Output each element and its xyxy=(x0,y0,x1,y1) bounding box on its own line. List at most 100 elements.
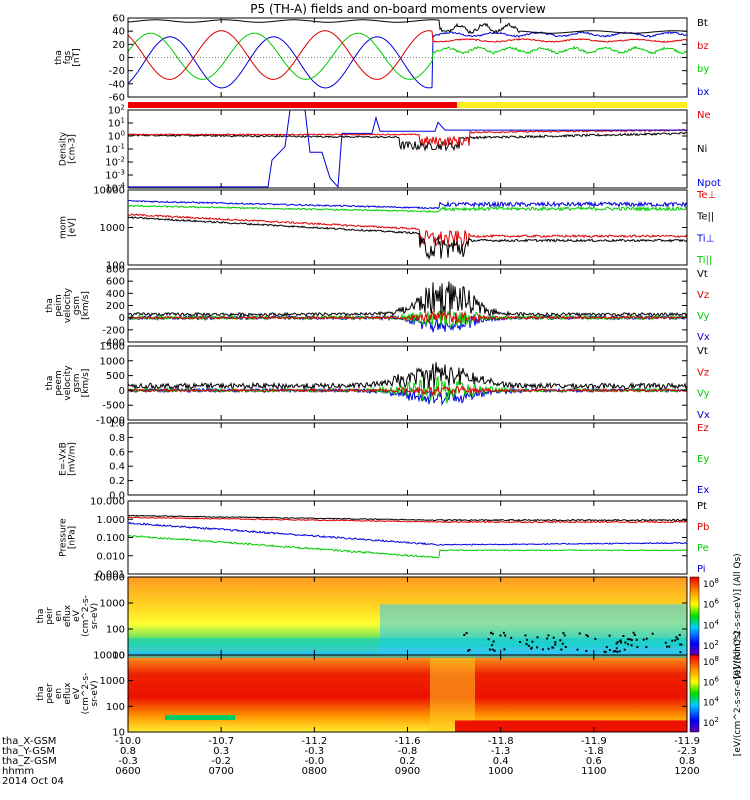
y-tick-exponent: -4 xyxy=(118,182,126,190)
legend-entry: by xyxy=(697,64,709,75)
position-row-value: -0.0 xyxy=(305,756,325,767)
legend-entry: Ne xyxy=(697,110,711,121)
spectrogram-speckle xyxy=(554,643,557,646)
spectrogram-speckle xyxy=(615,642,618,645)
y-tick-exponent: -1 xyxy=(118,143,125,151)
colorbar-tick-label: 108 xyxy=(703,655,719,668)
position-row-value: 0.6 xyxy=(586,756,602,767)
panel-temp: 10000 1000 100 mom [eV] Te⊥ Te|| Ti⊥ Ti|| xyxy=(59,186,717,272)
position-row-value: 0800 xyxy=(302,766,327,777)
position-row-value: 0.8 xyxy=(679,756,695,767)
spectrogram-speckle xyxy=(630,639,633,642)
y-axis-label: Density xyxy=(59,131,69,166)
legend-entry: Ti⊥ xyxy=(696,233,714,244)
spectrogram-speckle xyxy=(623,648,626,651)
colorbar-tick-label: 104 xyxy=(703,696,719,709)
y-axis-label: mom xyxy=(59,216,69,239)
y-tick-label: 100 xyxy=(108,130,125,143)
trace-vt xyxy=(128,362,687,391)
spectrogram-electron-gap xyxy=(430,655,475,732)
spectrogram-speckle xyxy=(642,638,645,641)
y-tick-label: 0.0 xyxy=(109,491,125,502)
position-row-value: -2.3 xyxy=(677,746,697,757)
position-row-value: 0900 xyxy=(395,766,420,777)
y-axis-label: peir xyxy=(45,607,55,625)
spectrogram-speckle xyxy=(546,637,549,640)
spectrogram-speckle xyxy=(527,644,530,647)
legend-entry: Vz xyxy=(697,290,709,301)
y-axis-label: Pressure xyxy=(59,518,69,557)
spectrogram-speckle xyxy=(645,637,648,640)
y-axis-label: fgs xyxy=(63,50,73,64)
y-axis-label: tha xyxy=(36,609,46,624)
spectrogram-speckle xyxy=(530,646,533,649)
spectrogram-speckle xyxy=(465,632,468,635)
y-axis-label: (cm^2-s- xyxy=(81,673,91,715)
spectrogram-speckle xyxy=(547,634,550,637)
legend-entry: Te⊥ xyxy=(696,190,716,201)
position-row-value: 1200 xyxy=(674,766,699,777)
y-axis-label: [km/s] xyxy=(81,369,91,398)
colorbar xyxy=(689,654,700,733)
trace-ti-par xyxy=(128,204,687,213)
spectrogram-speckle xyxy=(564,646,567,648)
spectrogram-speckle xyxy=(491,644,493,647)
spectrogram-speckle xyxy=(603,650,606,653)
y-tick-label: 100 xyxy=(106,261,125,272)
spectrogram-speckle xyxy=(632,631,635,634)
y-tick-label: -500 xyxy=(102,401,125,412)
y-tick-exponent: 0 xyxy=(121,130,125,138)
y-tick-label: 0.001 xyxy=(96,570,125,581)
position-row-value: 0700 xyxy=(208,766,233,777)
spectrogram-speckle xyxy=(620,641,622,644)
y-tick-label: 1000 xyxy=(100,223,125,234)
colorbar-tick-exponent: 4 xyxy=(714,696,719,704)
position-row-value: -11.9 xyxy=(581,736,607,747)
spectrogram-speckle xyxy=(624,641,627,644)
spectrogram-speckle xyxy=(627,643,630,646)
spectrogram-speckle xyxy=(467,649,470,652)
y-axis-label: peer xyxy=(45,683,55,704)
spectrogram-speckle xyxy=(519,641,522,643)
position-row-value: -10.7 xyxy=(208,736,234,747)
colorbar-tick-exponent: 6 xyxy=(714,675,719,683)
spectrogram-speckle xyxy=(668,645,671,648)
y-tick-label: 1000 xyxy=(100,356,125,367)
spectrogram-speckle xyxy=(616,650,619,653)
y-tick-label: 0.010 xyxy=(96,551,125,562)
y-axis-label: sr-eV) xyxy=(90,680,100,706)
y-tick-label: 60 xyxy=(112,14,125,25)
trace-te-par xyxy=(128,216,687,261)
chart-title: P5 (TH-A) fields and on-board moments ov… xyxy=(250,2,546,16)
spectrogram-speckle xyxy=(524,634,527,637)
y-tick-label: 20 xyxy=(112,40,125,51)
legend-entry: Pe xyxy=(697,543,709,554)
spectrogram-speckle xyxy=(490,631,492,634)
y-axis-label: eflux xyxy=(63,604,73,627)
trace-pi xyxy=(128,521,687,546)
position-row-value: -11.2 xyxy=(301,736,327,747)
spectrogram-speckle xyxy=(554,641,557,644)
y-tick-label: 1.0 xyxy=(109,419,125,430)
y-axis-label: tha xyxy=(54,50,64,65)
spectrogram-speckle xyxy=(525,643,528,646)
y-tick-label: 10000 xyxy=(93,573,125,584)
legend-entry: Vy xyxy=(697,389,710,400)
y-tick-label: 10.000 xyxy=(90,497,125,508)
spectrogram-speckle xyxy=(622,635,625,637)
spectrogram-speckle xyxy=(615,647,618,650)
position-row-label: tha_Y-GSM xyxy=(2,746,55,757)
colorbar-tick-label: 106 xyxy=(703,675,719,688)
spectrogram-speckle xyxy=(636,646,639,649)
colorbar-tick-label: 102 xyxy=(703,639,719,652)
spectrogram-speckle xyxy=(626,638,629,641)
spectrogram-speckle xyxy=(608,634,611,637)
spectrogram-speckle xyxy=(678,634,681,636)
y-tick-label: 0.100 xyxy=(96,533,125,544)
y-tick-label: 0 xyxy=(119,313,125,324)
legend-entry: Pb xyxy=(697,522,709,533)
y-axis-label: eflux xyxy=(63,682,73,705)
legend-entry: Npot xyxy=(697,178,721,189)
